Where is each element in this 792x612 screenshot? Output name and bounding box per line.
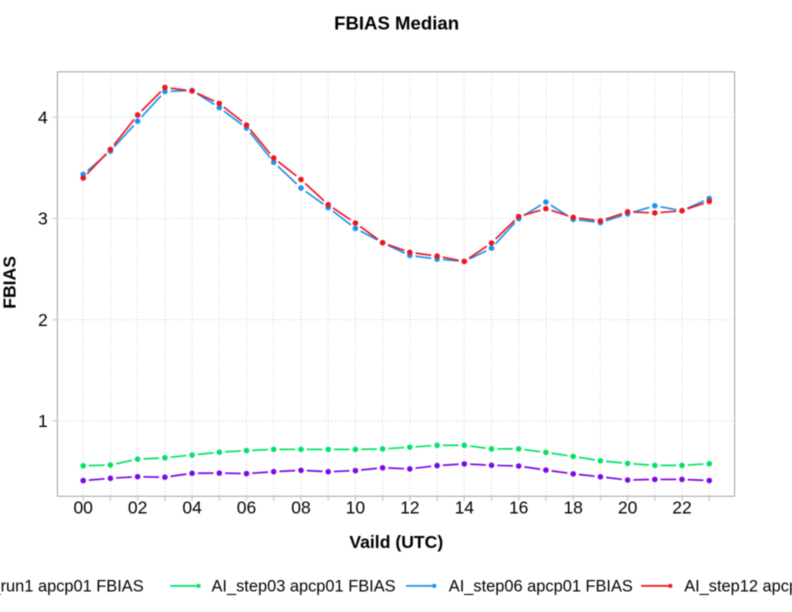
- svg-text:18: 18: [563, 497, 582, 517]
- svg-text:08: 08: [291, 497, 310, 517]
- svg-text:22: 22: [672, 497, 691, 517]
- svg-text:4: 4: [38, 108, 48, 128]
- svg-text:FBIAS Median: FBIAS Median: [334, 13, 459, 34]
- svg-text:AI_step12 apcp01 FBIAS: AI_step12 apcp01 FBIAS: [684, 577, 792, 595]
- svg-text:AI_step06 apcp01 FBIAS: AI_step06 apcp01 FBIAS: [449, 577, 633, 595]
- svg-text:20: 20: [618, 497, 638, 517]
- svg-text:1: 1: [38, 411, 48, 431]
- svg-text:10: 10: [346, 497, 366, 517]
- svg-text:06: 06: [237, 497, 256, 517]
- svg-text:00: 00: [73, 497, 93, 517]
- svg-text:AI_step03 apcp01 FBIAS: AI_step03 apcp01 FBIAS: [212, 577, 396, 595]
- svg-text:FBIAS: FBIAS: [0, 256, 20, 309]
- svg-text:AI_run1 apcp01 FBIAS: AI_run1 apcp01 FBIAS: [0, 577, 144, 595]
- svg-text:16: 16: [509, 497, 528, 517]
- svg-text:2: 2: [38, 310, 48, 330]
- svg-text:Vaild (UTC): Vaild (UTC): [349, 532, 443, 552]
- svg-text:02: 02: [128, 497, 147, 517]
- svg-text:04: 04: [182, 497, 202, 517]
- svg-text:14: 14: [455, 497, 475, 517]
- svg-text:3: 3: [38, 209, 48, 229]
- svg-text:12: 12: [400, 497, 419, 517]
